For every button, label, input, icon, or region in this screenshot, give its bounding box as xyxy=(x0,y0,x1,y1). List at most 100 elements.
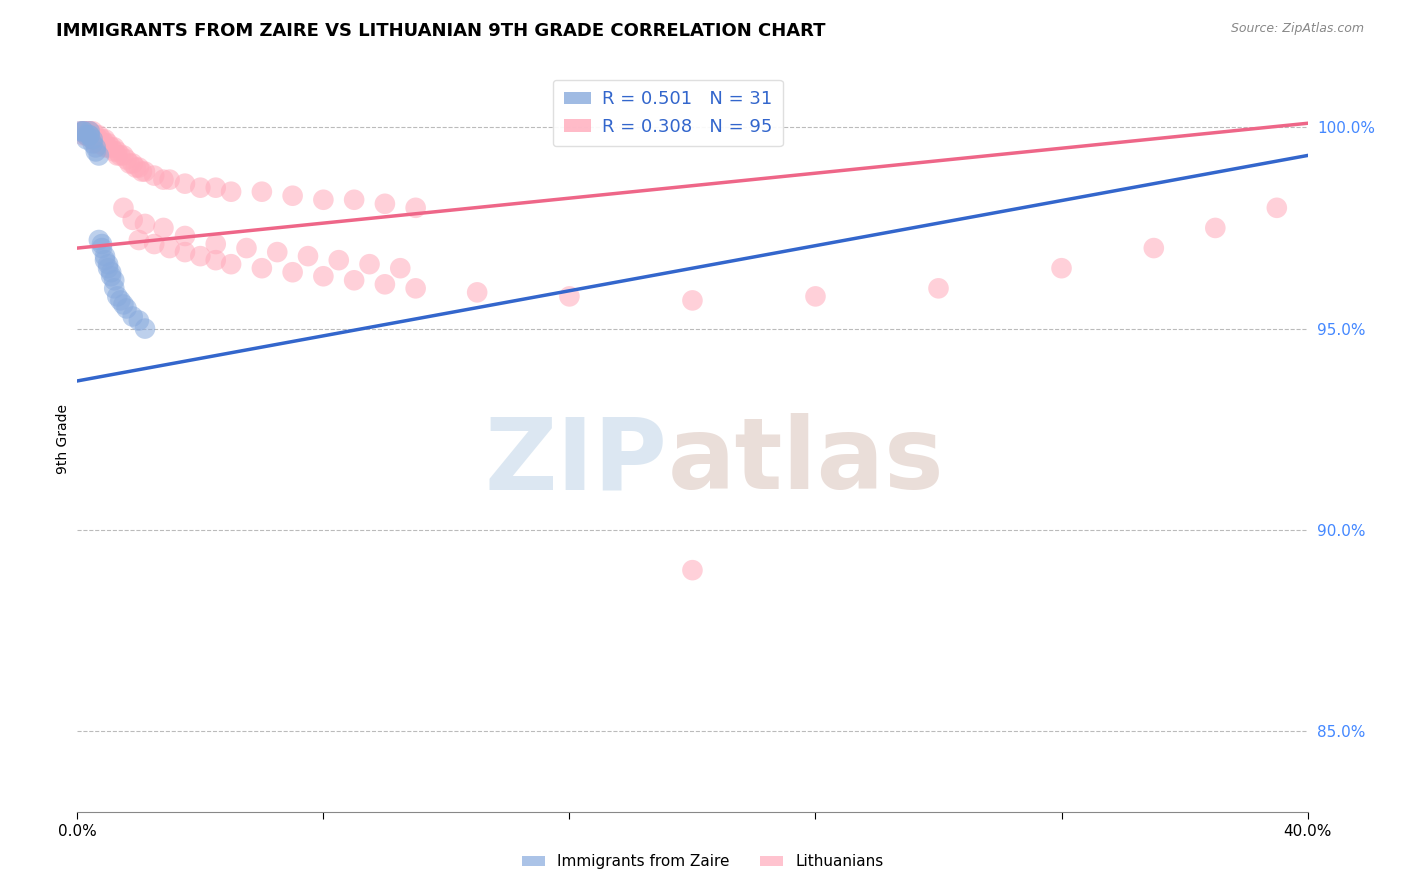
Point xyxy=(76,128,98,143)
Point xyxy=(79,124,101,138)
Point xyxy=(79,128,101,143)
Point xyxy=(174,177,197,191)
Point xyxy=(134,164,156,178)
Point xyxy=(94,132,117,146)
Point xyxy=(465,285,488,300)
Point xyxy=(97,261,120,276)
Point xyxy=(105,289,128,303)
Point xyxy=(84,132,107,146)
Point xyxy=(204,180,226,194)
Point xyxy=(152,221,174,235)
Point xyxy=(84,140,107,154)
Point xyxy=(374,277,396,292)
Point xyxy=(115,153,138,167)
Point xyxy=(131,164,153,178)
Point xyxy=(128,161,150,175)
Point xyxy=(389,261,412,276)
Legend: R = 0.501   N = 31, R = 0.308   N = 95: R = 0.501 N = 31, R = 0.308 N = 95 xyxy=(553,79,783,146)
Point xyxy=(297,249,319,263)
Point xyxy=(84,136,107,151)
Point xyxy=(558,289,581,303)
Point xyxy=(804,289,827,303)
Point xyxy=(1050,261,1073,276)
Point xyxy=(79,128,101,143)
Point xyxy=(87,136,110,151)
Point xyxy=(97,136,120,151)
Point xyxy=(359,257,381,271)
Point xyxy=(219,257,242,271)
Point xyxy=(266,245,288,260)
Point xyxy=(87,233,110,247)
Point xyxy=(76,124,98,138)
Point xyxy=(100,269,122,284)
Point xyxy=(82,124,104,138)
Point xyxy=(115,301,138,316)
Point xyxy=(328,253,350,268)
Point xyxy=(72,124,94,138)
Point xyxy=(188,249,212,263)
Point xyxy=(97,140,120,154)
Point xyxy=(79,128,101,143)
Point xyxy=(928,281,950,295)
Point xyxy=(281,188,304,202)
Point xyxy=(94,249,117,263)
Point xyxy=(1204,221,1226,235)
Point xyxy=(159,172,181,186)
Point xyxy=(82,132,104,146)
Point xyxy=(90,237,114,252)
Point xyxy=(405,201,427,215)
Point xyxy=(143,237,166,252)
Point xyxy=(105,145,128,159)
Text: IMMIGRANTS FROM ZAIRE VS LITHUANIAN 9TH GRADE CORRELATION CHART: IMMIGRANTS FROM ZAIRE VS LITHUANIAN 9TH … xyxy=(56,22,825,40)
Point xyxy=(82,136,104,151)
Point xyxy=(94,140,117,154)
Text: atlas: atlas xyxy=(668,413,945,510)
Point xyxy=(90,136,114,151)
Point xyxy=(103,145,125,159)
Point xyxy=(312,193,335,207)
Point xyxy=(76,128,98,143)
Point xyxy=(174,229,197,244)
Point xyxy=(118,156,141,170)
Point xyxy=(128,233,150,247)
Point xyxy=(90,132,114,146)
Point xyxy=(143,169,166,183)
Point xyxy=(76,132,98,146)
Text: Source: ZipAtlas.com: Source: ZipAtlas.com xyxy=(1230,22,1364,36)
Point xyxy=(84,128,107,143)
Point xyxy=(121,310,143,324)
Point xyxy=(112,148,135,162)
Point xyxy=(343,273,366,287)
Text: ZIP: ZIP xyxy=(485,413,668,510)
Point xyxy=(374,196,396,211)
Point xyxy=(682,563,704,577)
Point xyxy=(152,172,174,186)
Point xyxy=(235,241,257,255)
Point xyxy=(219,185,242,199)
Point xyxy=(72,124,94,138)
Point xyxy=(76,124,98,138)
Point xyxy=(112,201,135,215)
Y-axis label: 9th Grade: 9th Grade xyxy=(56,404,70,475)
Point xyxy=(250,261,273,276)
Point xyxy=(128,313,150,327)
Legend: Immigrants from Zaire, Lithuanians: Immigrants from Zaire, Lithuanians xyxy=(516,848,890,875)
Point xyxy=(103,140,125,154)
Point xyxy=(76,128,98,143)
Point xyxy=(97,257,120,271)
Point xyxy=(105,148,128,162)
Point xyxy=(84,145,107,159)
Point xyxy=(90,241,114,255)
Point xyxy=(110,293,132,308)
Point xyxy=(312,269,335,284)
Point xyxy=(204,253,226,268)
Point xyxy=(82,132,104,146)
Point xyxy=(1265,201,1288,215)
Point xyxy=(87,128,110,143)
Point xyxy=(103,273,125,287)
Point xyxy=(94,136,117,151)
Point xyxy=(79,124,101,138)
Point xyxy=(82,132,104,146)
Point xyxy=(134,321,156,335)
Point xyxy=(159,241,181,255)
